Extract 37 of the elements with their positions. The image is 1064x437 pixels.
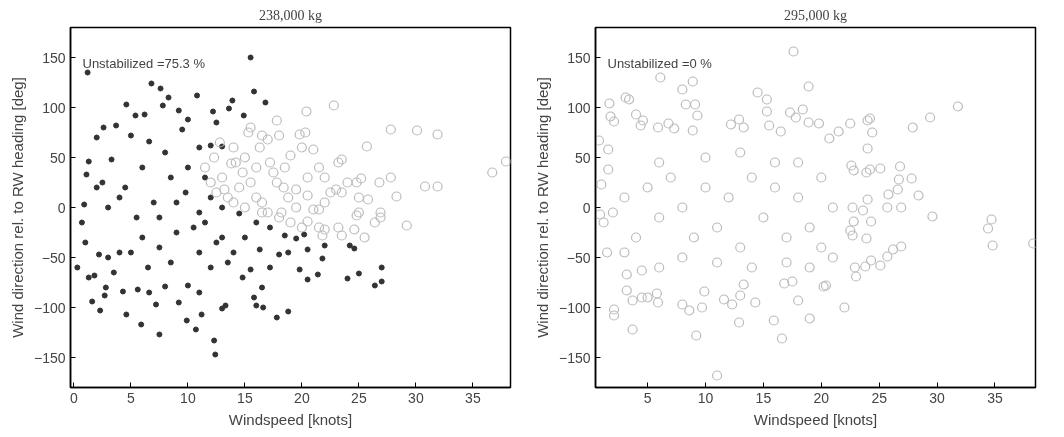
x-tick-label: 5 [127, 389, 136, 406]
y-tick-label: 50 [574, 149, 591, 166]
x-axis-title: Windspeed [knots] [228, 410, 353, 428]
y-tick-label: −100 [33, 299, 66, 316]
y-tick-label: −150 [33, 349, 66, 366]
y-axis-title: Wind direction rel. to RW heading [deg] [533, 77, 551, 338]
y-tick-label: 150 [567, 49, 591, 66]
x-tick-label: 35 [465, 389, 481, 406]
x-tick-label: 0 [70, 389, 79, 406]
y-tick-label: −150 [558, 349, 591, 366]
x-tick-label: 35 [987, 389, 1003, 406]
y-tick-label: 150 [42, 49, 66, 66]
y-tick-label: 100 [42, 99, 66, 116]
annotation: Unstabilized =0 % [607, 56, 713, 71]
y-tick-label: −100 [558, 299, 591, 316]
x-tick-label: 5 [643, 389, 652, 406]
y-tick-label: −50 [41, 249, 66, 266]
x-tick-label: 30 [929, 389, 946, 406]
y-axis-title: Wind direction rel. to RW heading [deg] [8, 77, 26, 338]
y-tick-label: 0 [582, 199, 591, 216]
annotation: Unstabilized =75.3 % [82, 56, 206, 71]
y-tick-label: 50 [49, 149, 66, 166]
x-tick-label: 25 [871, 389, 888, 406]
x-tick-label: 20 [813, 389, 830, 406]
chart-title: 238,000 kg [259, 7, 322, 23]
y-tick-label: −50 [566, 249, 591, 266]
y-tick-label: 100 [567, 99, 591, 116]
x-axis-title: Windspeed [knots] [753, 410, 878, 428]
x-tick-label: 10 [180, 389, 196, 406]
x-tick-label: 10 [697, 389, 714, 406]
x-tick-label: 20 [294, 389, 310, 406]
y-tick-label: 0 [57, 199, 66, 216]
x-tick-label: 30 [408, 389, 424, 406]
x-tick-label: 25 [351, 389, 367, 406]
chart-title: 295,000 kg [784, 7, 847, 23]
x-tick-label: 15 [237, 389, 253, 406]
x-tick-label: 15 [755, 389, 772, 406]
